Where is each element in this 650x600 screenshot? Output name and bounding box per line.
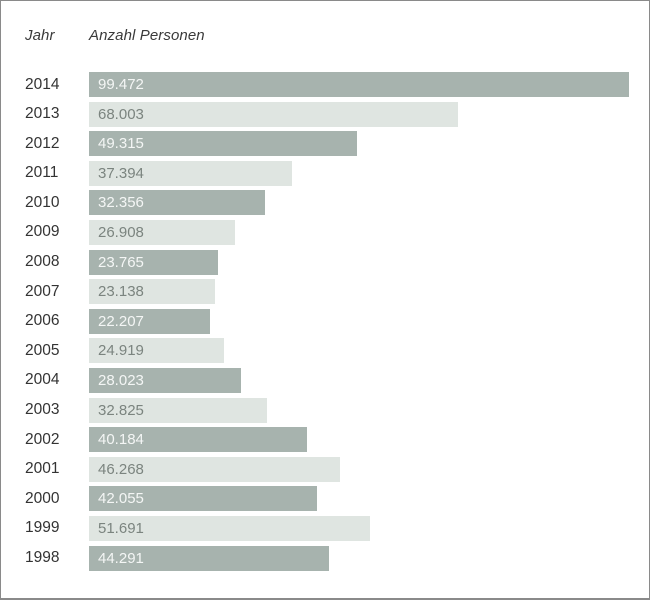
bar-value-label: 28.023 (98, 371, 144, 389)
table-row: 2005 24.919 (25, 338, 649, 364)
bar: 37.394 (89, 160, 292, 186)
bar-value-label: 68.003 (98, 105, 144, 123)
bar-value-label: 22.207 (98, 312, 144, 330)
table-row: 2007 23.138 (25, 279, 649, 305)
bar-value-label: 23.765 (98, 253, 144, 271)
year-label: 2013 (25, 105, 60, 123)
bar-value-label: 23.138 (98, 283, 144, 301)
bar: 49.315 (89, 131, 357, 157)
bar-track: 68.003 (89, 101, 629, 127)
bar-track: 44.291 (89, 545, 629, 571)
bar: 42.055 (89, 486, 318, 512)
bar: 40.184 (89, 427, 308, 453)
column-headers: Jahr Anzahl Personen (25, 27, 649, 45)
bar-track: 22.207 (89, 308, 629, 334)
year-label: 2012 (25, 134, 60, 152)
table-row: 2009 26.908 (25, 219, 649, 245)
year-label: 2008 (25, 253, 60, 271)
bar-value-label: 46.268 (98, 460, 144, 478)
bar-chart: 2014 99.472 2013 68.003 2012 49.315 2011… (25, 72, 649, 571)
table-row: 1998 44.291 (25, 545, 649, 571)
bar-value-label: 40.184 (98, 431, 144, 449)
year-label: 2004 (25, 371, 60, 389)
year-label: 2009 (25, 223, 60, 241)
bar-value-label: 51.691 (98, 519, 144, 537)
bar-track: 32.356 (89, 190, 629, 216)
table-row: 2013 68.003 (25, 101, 649, 127)
bar-value-label: 24.919 (98, 342, 144, 360)
chart-area: Jahr Anzahl Personen 2014 99.472 2013 68… (25, 27, 649, 571)
bar: 23.765 (89, 249, 218, 275)
table-row: 2000 42.055 (25, 486, 649, 512)
year-label: 2000 (25, 489, 60, 507)
table-row: 2004 28.023 (25, 367, 649, 393)
count-column-header: Anzahl Personen (89, 27, 205, 44)
bar-track: 49.315 (89, 131, 629, 157)
bar-value-label: 37.394 (98, 164, 144, 182)
table-row: 2001 46.268 (25, 456, 649, 482)
bar-track: 23.138 (89, 279, 629, 305)
bar: 46.268 (89, 456, 341, 482)
bar: 28.023 (89, 367, 242, 393)
year-label: 2007 (25, 282, 60, 300)
year-label: 1999 (25, 519, 60, 537)
bar: 68.003 (89, 101, 459, 127)
table-row: 2012 49.315 (25, 131, 649, 157)
year-column-header: Jahr (25, 27, 55, 44)
bar-track: 37.394 (89, 160, 629, 186)
table-row: 2002 40.184 (25, 427, 649, 453)
year-label: 2002 (25, 430, 60, 448)
bar-value-label: 42.055 (98, 490, 144, 508)
year-label: 2001 (25, 460, 60, 478)
table-row: 2010 32.356 (25, 190, 649, 216)
bar-track: 23.765 (89, 249, 629, 275)
table-row: 2008 23.765 (25, 249, 649, 275)
bar-track: 26.908 (89, 219, 629, 245)
year-label: 2006 (25, 312, 60, 330)
bar: 51.691 (89, 515, 370, 541)
bar-track: 42.055 (89, 486, 629, 512)
bar: 32.825 (89, 397, 268, 423)
table-row: 2006 22.207 (25, 308, 649, 334)
bar-track: 99.472 (89, 72, 629, 97)
bar: 44.291 (89, 545, 330, 571)
bar-track: 46.268 (89, 456, 629, 482)
bar: 32.356 (89, 190, 265, 216)
table-row: 2003 32.825 (25, 397, 649, 423)
bar-value-label: 44.291 (98, 549, 144, 567)
bar-value-label: 32.356 (98, 194, 144, 212)
bar-value-label: 99.472 (98, 76, 144, 93)
year-label: 2011 (25, 164, 59, 182)
year-label: 1998 (25, 549, 60, 566)
bar-track: 32.825 (89, 397, 629, 423)
bar: 24.919 (89, 338, 225, 364)
bar: 23.138 (89, 279, 215, 305)
bar-value-label: 49.315 (98, 135, 144, 153)
bar-value-label: 32.825 (98, 401, 144, 419)
year-label: 2005 (25, 341, 60, 359)
year-label: 2003 (25, 401, 60, 419)
year-label: 2014 (25, 75, 60, 93)
bar: 26.908 (89, 219, 236, 245)
bar-track: 51.691 (89, 515, 629, 541)
bar-track: 24.919 (89, 338, 629, 364)
table-row: 2014 99.472 (25, 72, 649, 97)
table-row: 1999 51.691 (25, 515, 649, 541)
bar-track: 28.023 (89, 367, 629, 393)
bar: 22.207 (89, 308, 210, 334)
bar-track: 40.184 (89, 427, 629, 453)
bar-value-label: 26.908 (98, 223, 144, 241)
year-label: 2010 (25, 193, 60, 211)
bar: 99.472 (89, 72, 629, 97)
table-row: 2011 37.394 (25, 160, 649, 186)
